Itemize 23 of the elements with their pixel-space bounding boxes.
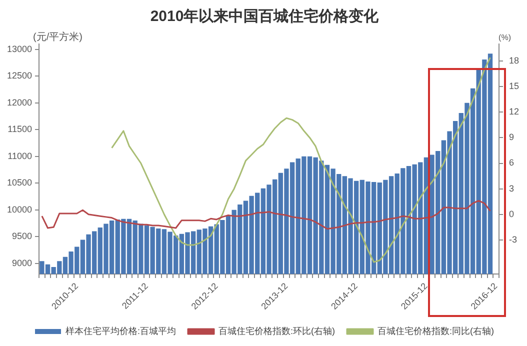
y2-tick-label: -3 bbox=[508, 234, 518, 244]
y-tick-label: 11500 bbox=[8, 124, 32, 134]
y-axis-title: (元/平方米) bbox=[33, 30, 82, 43]
y2-tick-label: 15 bbox=[508, 81, 520, 92]
y2-tick-label: 9 bbox=[508, 132, 514, 142]
y-tick-label: 9000 bbox=[12, 258, 32, 268]
y2-tick-label: 0 bbox=[508, 208, 514, 219]
y-tick-label: 11000 bbox=[8, 150, 32, 161]
y-tick-label: 10000 bbox=[6, 204, 32, 214]
y2-tick-label: 3 bbox=[508, 183, 514, 194]
legend-label: 百城住宅价格指数:同比(右轴) bbox=[378, 326, 494, 336]
y-tick-label: 12500 bbox=[6, 70, 32, 81]
y2-tick-label: 12 bbox=[508, 106, 520, 117]
y2-axis-title: (%) bbox=[498, 33, 512, 42]
y2-tick-label: 18 bbox=[508, 56, 520, 66]
y-tick-label: 10500 bbox=[6, 178, 32, 188]
y-tick-label: 12000 bbox=[6, 97, 32, 108]
y-tick-label: 13000 bbox=[6, 44, 32, 54]
legend-label: 样本住宅平均价格:百城平均 bbox=[66, 326, 176, 336]
legend-label: 百城住宅价格指数:环比(右轴) bbox=[218, 326, 336, 336]
y2-tick-label: 6 bbox=[508, 158, 514, 168]
y-tick-label: 9500 bbox=[12, 231, 32, 242]
chart-title: 2010年以来中国百城住宅价格变化 bbox=[150, 7, 380, 26]
